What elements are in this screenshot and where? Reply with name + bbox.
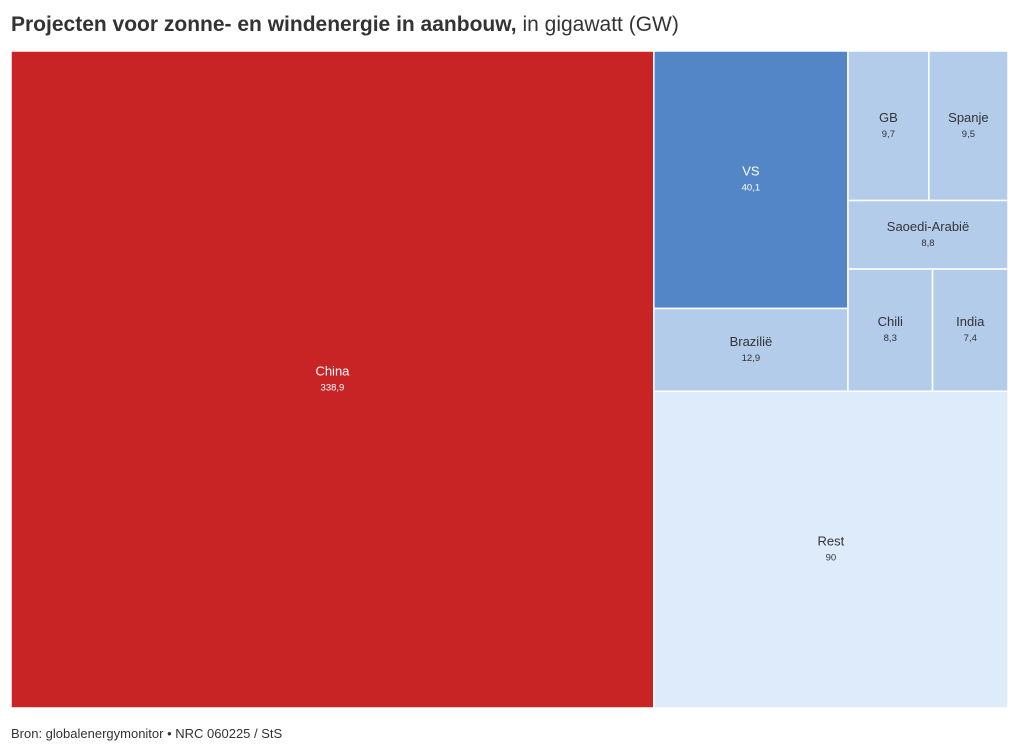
treemap-tile-china: China 338,9 <box>10 50 655 709</box>
treemap-tile-saoedi-arabie: Saoedi-Arabië 8,8 <box>847 199 1009 270</box>
treemap-value-saoedi-arabie: 8,8 <box>921 238 934 249</box>
treemap-label-gb: GB <box>879 110 898 125</box>
treemap-value-china: 338,9 <box>321 383 345 394</box>
treemap-value-spanje: 9,5 <box>962 129 975 140</box>
treemap-rect-india <box>931 268 1009 393</box>
treemap-value-chili: 8,3 <box>884 333 897 344</box>
treemap-rect-spanje <box>928 50 1009 202</box>
treemap-label-rest: Rest <box>818 534 845 549</box>
treemap-rect-vs <box>653 50 849 310</box>
treemap-value-india: 7,4 <box>964 333 977 344</box>
treemap-label-saoedi-arabie: Saoedi-Arabië <box>887 219 969 234</box>
treemap-tile-rest: Rest 90 <box>653 390 1009 709</box>
treemap-value-vs: 40,1 <box>742 183 761 194</box>
treemap-rect-saoedi-arabie <box>847 199 1009 270</box>
chart-title-main: Projecten voor zonne- en windenergie in … <box>11 13 517 36</box>
treemap-label-chili: Chili <box>878 314 903 329</box>
source-footer: Bron: globalenergymonitor • NRC 060225 /… <box>11 726 283 741</box>
treemap-tile-vs: VS 40,1 <box>653 50 849 310</box>
treemap-label-india: India <box>956 314 985 329</box>
treemap-label-brazilie: Brazilië <box>730 334 773 349</box>
treemap-tile-gb: GB 9,7 <box>847 50 930 202</box>
treemap-label-vs: VS <box>742 164 760 179</box>
chart-title: Projecten voor zonne- en windenergie in … <box>11 11 679 39</box>
treemap-rect-brazilie <box>653 307 849 393</box>
treemap-value-brazilie: 12,9 <box>742 353 761 364</box>
treemap-rect-gb <box>847 50 930 202</box>
treemap-label-china: China <box>315 364 350 379</box>
treemap-rect-rest <box>653 390 1009 709</box>
treemap-value-gb: 9,7 <box>882 129 895 140</box>
chart-title-unit: in gigawatt (GW) <box>522 13 679 36</box>
treemap-value-rest: 90 <box>826 553 837 564</box>
treemap-rect-china <box>10 50 655 709</box>
treemap-tile-chili: Chili 8,3 <box>847 268 934 393</box>
treemap-tile-spanje: Spanje 9,5 <box>928 50 1009 202</box>
treemap-tile-india: India 7,4 <box>931 268 1009 393</box>
treemap-rect-chili <box>847 268 934 393</box>
treemap-label-spanje: Spanje <box>948 110 988 125</box>
treemap-tile-brazilie: Brazilië 12,9 <box>653 307 849 393</box>
